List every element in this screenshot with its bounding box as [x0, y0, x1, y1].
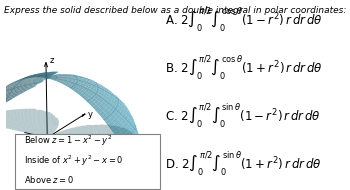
Text: A. $2\int_0^{\pi/2}\int_0^{\cos\theta}(1-r^2)\,r\,dr\,d\theta$: A. $2\int_0^{\pi/2}\int_0^{\cos\theta}(1… — [165, 6, 323, 34]
Text: D. $2\int_0^{\pi/2}\int_0^{\sin\theta}(1+r^2)\,r\,dr\,d\theta$: D. $2\int_0^{\pi/2}\int_0^{\sin\theta}(1… — [165, 149, 322, 177]
Text: B. $2\int_0^{\pi/2}\int_0^{\cos\theta}(1+r^2)\,r\,dr\,d\theta$: B. $2\int_0^{\pi/2}\int_0^{\cos\theta}(1… — [165, 53, 323, 82]
Text: Below $z = 1 - x^2 - y^2$
Inside of $x^2 + y^2 - x = 0$
Above $z = 0$: Below $z = 1 - x^2 - y^2$ Inside of $x^2… — [25, 133, 124, 184]
FancyBboxPatch shape — [15, 134, 160, 189]
Text: Express the solid described below as a double integral in polar coordinates:: Express the solid described below as a d… — [4, 6, 346, 15]
Text: C. $2\int_0^{\pi/2}\int_0^{\sin\theta}(1-r^2)\,r\,dr\,d\theta$: C. $2\int_0^{\pi/2}\int_0^{\sin\theta}(1… — [165, 101, 321, 129]
